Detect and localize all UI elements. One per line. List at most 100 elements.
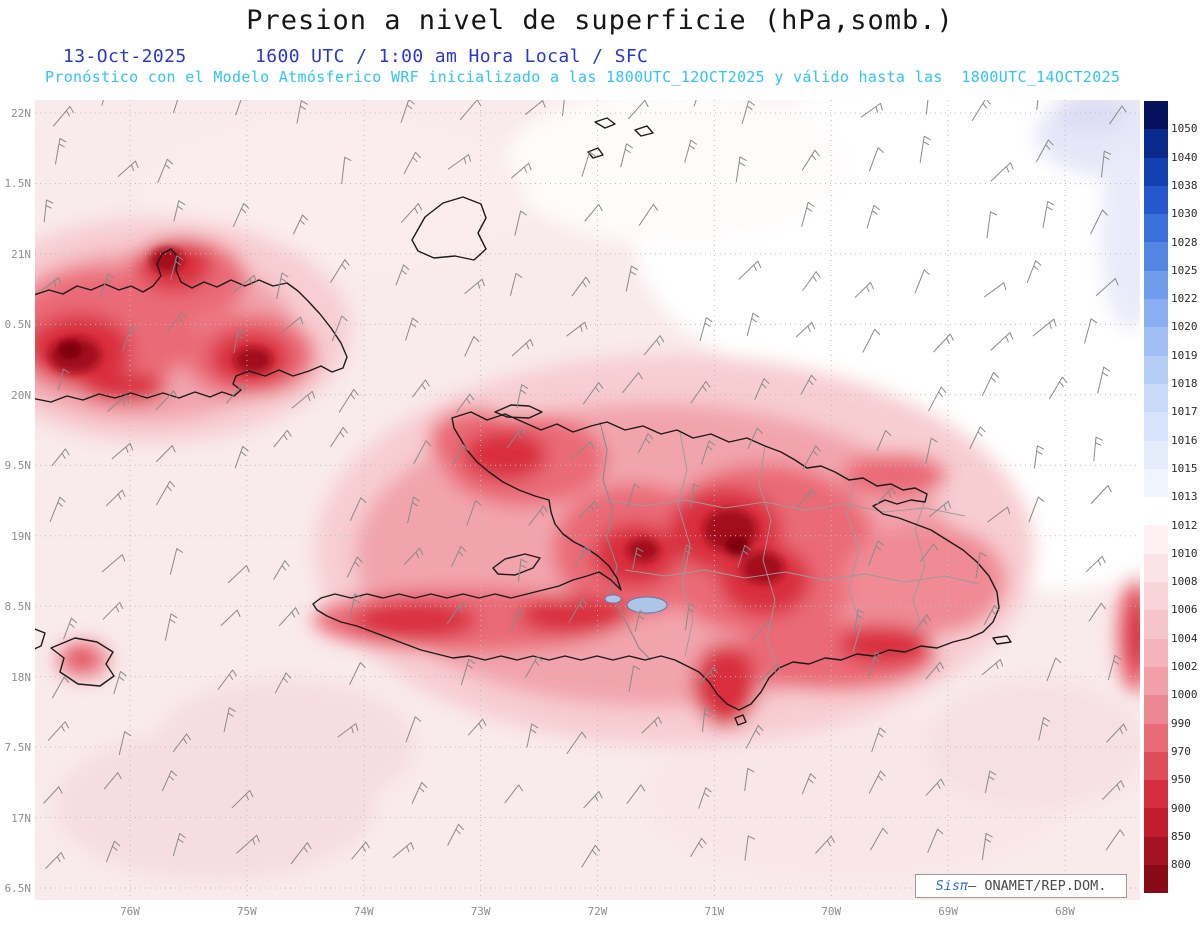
wind-barb [975,552,987,579]
wind-barb [291,390,315,409]
wind-barb [47,721,69,741]
colorbar-segment [1144,638,1168,667]
page-title: Presion a nivel de superficie (hPa,somb.… [246,5,954,36]
wind-barb [43,786,63,804]
wind-barb [981,659,1004,676]
colorbar-segment [1144,242,1168,271]
coastlines [35,117,1012,726]
lat-tick-label: 7.5N [4,741,32,755]
tortuga-island [494,404,543,419]
wind-barb [106,840,121,863]
wind-barb [49,496,66,522]
wind-barb [1032,318,1057,337]
wind-barb [800,374,817,395]
wind-barb [984,770,997,794]
wind-barb [107,394,130,412]
lat-tick-label: 20N [11,388,31,402]
colorbar-value-label: 1040 [1171,150,1198,164]
colorbar-value-label: 1004 [1171,631,1198,645]
wind-barb [57,368,70,391]
wind-barb [63,617,78,640]
wind-barb [990,162,1014,182]
wind-barb [860,102,883,118]
wind-barb [217,669,237,690]
attribution-brand: Sisπ [935,878,969,894]
wind-barb [702,707,712,733]
wind-barb [293,214,308,235]
wind-barb [1038,717,1051,741]
wind-barb [685,603,696,631]
wind-barb [1049,376,1068,400]
lon-tick-label: 68W [1055,905,1075,918]
wind-barb [349,497,367,521]
wind-barb [330,426,348,448]
wind-barb [166,311,187,333]
wind-barb [929,500,952,517]
wind-barb [101,554,126,573]
colorbar-value-label: 1018 [1171,377,1198,390]
wind-barb [296,100,308,124]
colorbar-value-label: 1016 [1171,433,1198,447]
colorbar-segment [1144,412,1168,441]
wind-barb [986,211,998,239]
wind-barb [156,480,175,506]
wind-barb [55,137,67,165]
wind-barb [690,837,707,857]
wind-barb [634,610,647,632]
wind-barb [122,325,138,352]
wind-barb [459,100,482,121]
wind-barb [1107,654,1122,680]
wind-barb [412,379,430,398]
colorbar-segment [1144,723,1168,752]
wind-barb [566,731,587,755]
lon-tick-label: 70W [821,905,842,918]
colorbar-value-label: 1000 [1171,688,1198,702]
wind-barb [395,264,410,286]
wind-barb [403,547,424,565]
wind-barb [802,271,821,291]
wind-barb [236,834,260,854]
wind-barb [276,272,289,300]
colorbar-segment [1144,553,1168,583]
wind-barb [464,278,485,294]
wind-barb [868,147,884,172]
grid-lines [35,100,1140,900]
wind-barb [392,842,414,858]
colorbar-segment [1144,440,1168,469]
wind-barb [456,393,475,413]
wind-barb [460,658,475,686]
colorbar-value-label: 1028 [1171,235,1198,249]
wind-barb [815,835,835,854]
lat-tick-label: 8.5N [4,600,32,614]
wind-barb [506,428,526,449]
small-cay [587,147,604,159]
wind-barb [1036,100,1039,111]
wind-barb [1105,829,1125,851]
wind-barb [514,210,527,236]
wind-barb [226,383,247,404]
wind-barb [341,156,352,185]
wind-barb [744,768,755,792]
wind-barb [641,716,662,734]
colorbar-segment [1144,497,1168,526]
wind-barb [698,787,712,809]
wind-barb [582,382,604,405]
wind-barb [405,317,419,341]
colorbar-segment [1144,270,1168,300]
wind-barb [413,440,432,465]
wind-barb [331,315,348,342]
colorbar-segment [1144,185,1168,215]
wind-barb [101,100,104,106]
lon-tick-label: 71W [704,905,725,918]
lat-tick-label: 22N [11,107,31,120]
wind-barb [1090,485,1112,504]
wind-barb [1088,602,1106,622]
colorbar-value-label: 1008 [1171,575,1198,589]
wind-barb [745,724,764,749]
wind-barb [518,558,528,582]
wind-barb [969,426,986,450]
wind-barb [290,842,312,865]
wind-barb [511,162,532,179]
colorbar-segment [1144,129,1168,158]
wind-barb [570,441,594,460]
